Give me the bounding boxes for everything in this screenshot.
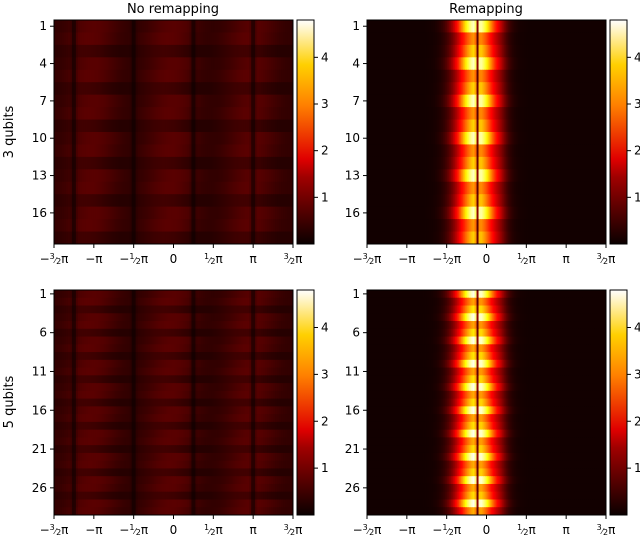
heatmap-grid — [54, 290, 294, 516]
colorbar-gradient — [610, 20, 627, 244]
y-tick-label: 10 — [32, 131, 47, 145]
y-tick-label: 4 — [39, 57, 47, 71]
colorbar-tick-label: 3 — [321, 97, 329, 111]
x-tick-label: 0 — [483, 252, 491, 266]
y-tick-label: 4 — [352, 57, 360, 71]
x-tick-label: −π — [398, 252, 415, 266]
heatmap-panel: 1 4 7 10 13 16 −3⁄2π −π −1⁄2π 0 1⁄2π π 3⁄2π 1 2 3 4 — [32, 19, 329, 266]
colorbar-tick-label: 1 — [321, 190, 329, 204]
x-tick-label: 3⁄2π — [284, 252, 303, 266]
row-title-5-qubits: 5 qubits — [2, 375, 17, 428]
x-tick-label: π — [250, 252, 257, 266]
row-title-3-qubits: 3 qubits — [2, 105, 17, 158]
x-tick-label: −1⁄2π — [432, 252, 461, 266]
y-tick-label: 1 — [352, 19, 360, 33]
y-tick-label: 13 — [345, 169, 360, 183]
y-tick-label: 10 — [345, 131, 360, 145]
heatmap-panel: 1 4 7 10 13 16 −3⁄2π −π −1⁄2π 0 1⁄2π π 3⁄2π 1 2 3 4 — [345, 19, 640, 266]
colorbar-tick-label: 1 — [634, 190, 640, 204]
y-tick-label: 1 — [39, 19, 47, 33]
panel-title-no-remapping: No remapping — [127, 2, 219, 17]
y-tick-label: 16 — [345, 206, 360, 220]
x-tick-label: −π — [85, 252, 102, 266]
y-tick-label: 7 — [39, 94, 47, 108]
colorbar-tick-label: 2 — [321, 144, 329, 158]
x-tick-label: −3⁄2π — [40, 252, 69, 266]
x-tick-label: 1⁄2π — [204, 252, 223, 266]
x-tick-label: −1⁄2π — [119, 252, 148, 266]
heatmap-grid — [54, 20, 294, 245]
x-tick-label: 0 — [170, 252, 178, 266]
y-tick-label: 13 — [32, 169, 47, 183]
panel-title-remapping: Remapping — [449, 2, 523, 17]
heatmap-grid — [367, 20, 607, 245]
colorbar: 1 2 3 4 — [610, 20, 640, 244]
colorbar-gradient — [297, 20, 314, 244]
x-tick-label: π — [563, 252, 570, 266]
x-tick-label: −3⁄2π — [353, 252, 382, 266]
colorbar-tick-label: 3 — [634, 97, 640, 111]
y-tick-label: 7 — [352, 94, 360, 108]
x-tick-label: 1⁄2π — [517, 252, 536, 266]
colorbar: 1 2 3 4 — [297, 20, 329, 244]
colorbar-tick-label: 4 — [321, 50, 329, 64]
y-tick-label: 16 — [32, 206, 47, 220]
colorbar-tick-label: 4 — [634, 50, 640, 64]
colorbar-tick-label: 2 — [634, 144, 640, 158]
x-tick-label: 3⁄2π — [597, 252, 616, 266]
